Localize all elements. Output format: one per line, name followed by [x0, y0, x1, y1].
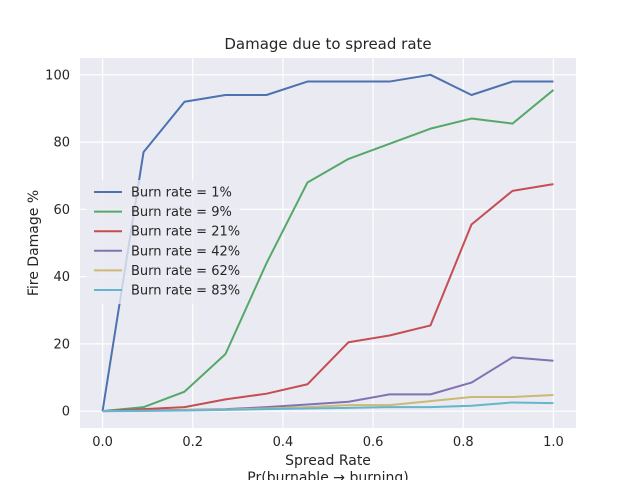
- x-tick-labels: 0.0 0.2 0.4 0.6 0.8 1.0: [92, 435, 564, 450]
- y-tick-label: 100: [45, 68, 70, 83]
- x-tick-label: 0.2: [182, 435, 203, 450]
- legend-box: [86, 180, 240, 304]
- series-line-6: [102, 401, 554, 413]
- legend-label: Burn rate = 83%: [131, 284, 240, 299]
- legend-label: Burn rate = 9%: [131, 205, 232, 220]
- x-tick-label: 0.8: [453, 435, 474, 450]
- legend-label: Burn rate = 62%: [131, 264, 240, 279]
- x-tick-label: 0.4: [273, 435, 294, 450]
- x-tick-label: 0.0: [92, 435, 113, 450]
- y-tick-labels: 0 20 40 60 80 100: [45, 68, 70, 419]
- y-tick-label: 40: [53, 270, 70, 285]
- x-tick-label: 0.6: [363, 435, 384, 450]
- x-axis-sublabel: Pr(burnable → burning): [247, 470, 408, 480]
- legend-label: Burn rate = 1%: [131, 186, 232, 201]
- series-lines: [101, 73, 555, 413]
- x-tick-label: 1.0: [543, 435, 564, 450]
- series-line-2: [102, 89, 555, 413]
- x-axis-label: Spread Rate: [285, 453, 371, 469]
- y-tick-label: 0: [62, 405, 70, 420]
- y-tick-label: 80: [53, 136, 70, 151]
- series-line-1: [101, 73, 554, 412]
- y-tick-label: 20: [53, 337, 70, 352]
- legend-label: Burn rate = 21%: [131, 225, 240, 240]
- series-line-3: [102, 183, 554, 413]
- chart-title: Damage due to spread rate: [224, 35, 431, 53]
- y-axis-label: Fire Damage %: [26, 190, 42, 296]
- y-tick-label: 60: [53, 203, 70, 218]
- legend-label: Burn rate = 42%: [131, 244, 240, 259]
- legend: Burn rate = 1% Burn rate = 9% Burn rate = …: [86, 180, 240, 304]
